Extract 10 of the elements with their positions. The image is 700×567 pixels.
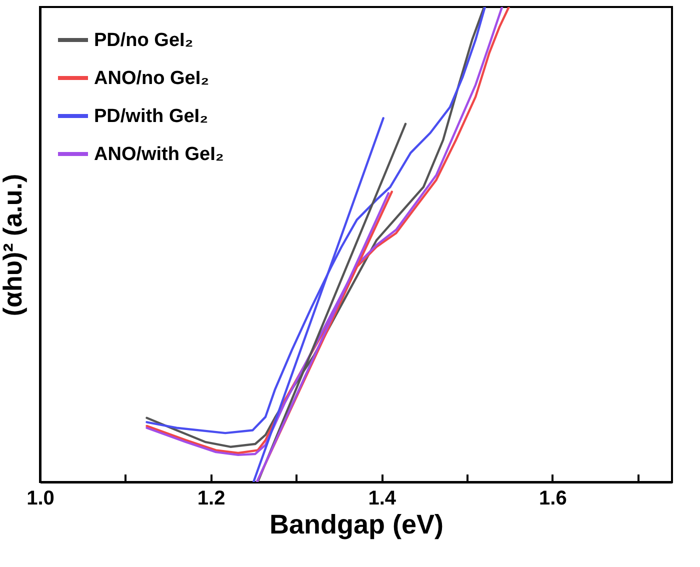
- x-axis-title: Bandgap (eV): [269, 510, 444, 540]
- legend-label: ANO/with GeI₂: [94, 144, 224, 165]
- x-tick-label: 1.4: [368, 488, 397, 510]
- x-tick-label: 1.0: [26, 488, 54, 510]
- legend-label: ANO/no GeI₂: [94, 68, 210, 89]
- y-axis-title: (αhυ)² (a.u.): [0, 174, 28, 316]
- legend-label: PD/with GeI₂: [94, 106, 208, 127]
- x-tick-label: 1.2: [197, 488, 226, 510]
- legend-label: PD/no GeI₂: [94, 30, 194, 51]
- x-tick-label: 1.6: [539, 488, 567, 510]
